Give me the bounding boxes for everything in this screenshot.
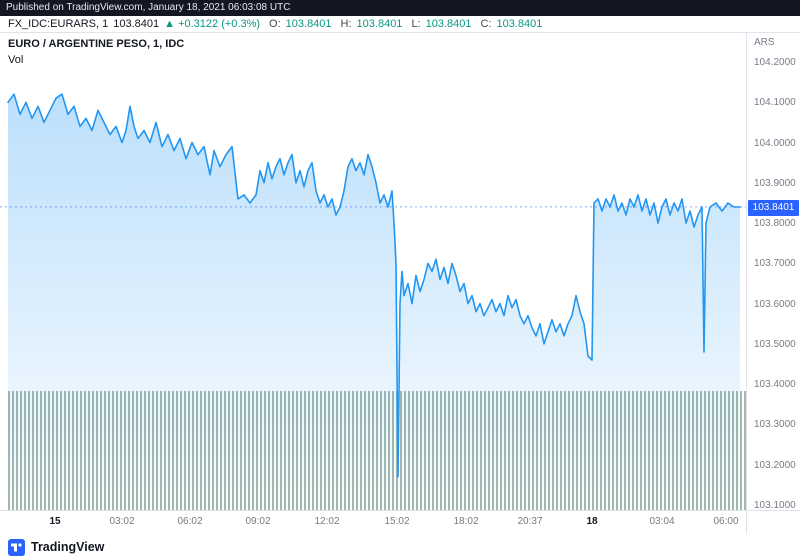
time-tick: 18:02 xyxy=(453,516,479,527)
time-tick: 15:02 xyxy=(384,516,410,527)
close-label: C: xyxy=(480,18,492,30)
price-tick: 103.9000 xyxy=(754,178,796,189)
time-axis[interactable]: 15 03:02 06:02 09:02 12:02 15:02 18:02 20:37 18 0… xyxy=(0,511,746,534)
time-tick: 20:37 xyxy=(517,516,543,527)
time-tick: 03:04 xyxy=(649,516,675,527)
price-tick: 103.1000 xyxy=(754,500,796,511)
price-tick: 104.0000 xyxy=(754,138,796,149)
chart-canvas[interactable]: EURO / ARGENTINE PESO, 1, IDC Vol xyxy=(0,33,746,510)
publish-text: Published on TradingView.com, January 18… xyxy=(6,2,291,13)
axis-currency-label: ARS xyxy=(754,37,775,48)
time-tick: 12:02 xyxy=(314,516,340,527)
price-tick: 103.6000 xyxy=(754,299,796,310)
open-value: 103.8401 xyxy=(285,18,332,30)
time-tick: 15 xyxy=(49,516,61,527)
open-label: O: xyxy=(269,18,281,30)
low-label: L: xyxy=(411,18,421,30)
axis-corner xyxy=(746,511,800,534)
high-value: 103.8401 xyxy=(356,18,403,30)
price-tick: 103.3000 xyxy=(754,419,796,430)
price-tick: 103.8000 xyxy=(754,218,796,229)
time-tick: 09:02 xyxy=(245,516,271,527)
time-tick: 06:02 xyxy=(177,516,203,527)
last-price-badge: 103.8401 xyxy=(748,200,799,216)
price-axis[interactable]: ARS 103.8401 104.2000 104.1000 104.0000 103… xyxy=(746,33,800,511)
footer: TradingView xyxy=(0,534,800,560)
price-tick: 103.7000 xyxy=(754,258,796,269)
tradingview-logo-icon xyxy=(8,538,25,556)
footer-brand-text[interactable]: TradingView xyxy=(31,540,105,554)
symbol-legend: FX_IDC:EURARS, 1 103.8401 ▲ +0.3122 (+0.… xyxy=(0,16,800,32)
price-tick: 104.1000 xyxy=(754,97,796,108)
chart-body: EURO / ARGENTINE PESO, 1, IDC Vol ARS 10… xyxy=(0,32,800,511)
legend-symbol-name[interactable]: FX_IDC:EURARS, 1 xyxy=(8,18,109,30)
price-tick: 103.5000 xyxy=(754,339,796,350)
time-tick: 06:00 xyxy=(713,516,739,527)
time-tick: 18 xyxy=(586,516,598,527)
publish-bar: Published on TradingView.com, January 18… xyxy=(0,0,800,16)
legend-change: ▲ +0.3122 (+0.3%) xyxy=(164,18,261,30)
time-tick: 03:02 xyxy=(109,516,135,527)
low-value: 103.8401 xyxy=(425,18,472,30)
volume-indicator-label: Vol xyxy=(8,54,24,66)
price-tick: 103.4000 xyxy=(754,379,796,390)
time-axis-row: 15 03:02 06:02 09:02 12:02 15:02 18:02 20:37 18 0… xyxy=(0,510,800,534)
price-tick: 104.2000 xyxy=(754,57,796,68)
high-label: H: xyxy=(340,18,352,30)
chart-symbol-title: EURO / ARGENTINE PESO, 1, IDC xyxy=(8,38,185,50)
close-value: 103.8401 xyxy=(496,18,543,30)
price-tick: 103.2000 xyxy=(754,460,796,471)
legend-last-price: 103.8401 xyxy=(113,18,160,30)
